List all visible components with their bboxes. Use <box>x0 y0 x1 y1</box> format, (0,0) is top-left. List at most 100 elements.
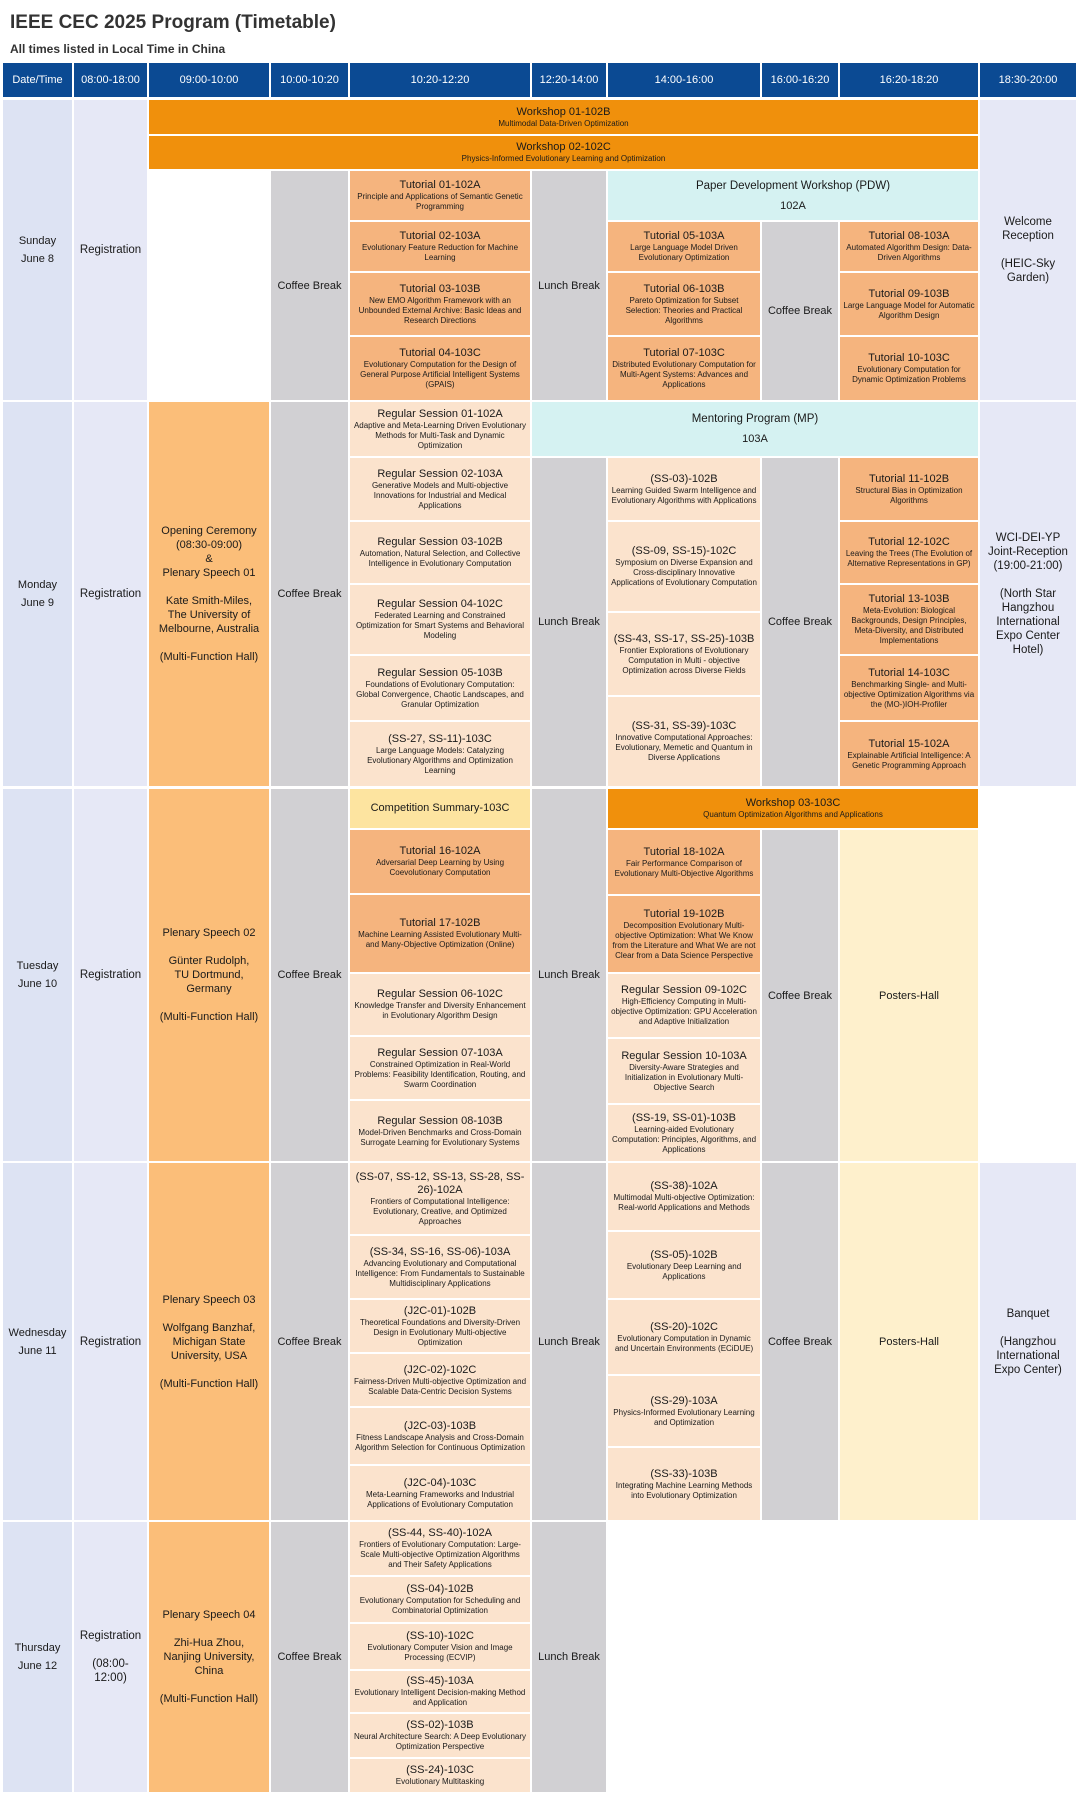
column-header: 12:20-14:00 <box>532 63 606 97</box>
lunch-break: Lunch Break <box>532 1163 606 1520</box>
lunch-break: Lunch Break <box>532 789 606 1161</box>
column-header: 08:00-18:00 <box>74 63 147 97</box>
session-title: (SS-27, SS-11)-103C <box>388 732 492 745</box>
session-ss02: (SS-02)-103B Neural Architecture Search: … <box>350 1714 530 1757</box>
session-topic: Leaving the Trees (The Evolution of Alte… <box>845 549 973 568</box>
empty-slot <box>149 171 269 400</box>
session-title: Regular Session 07-103A <box>377 1046 503 1059</box>
session-topic: Evolutionary Computation for the Design … <box>360 360 520 389</box>
session-pdw: Paper Development Workshop (PDW) 102A <box>608 171 978 220</box>
session-topic: Integrating Machine Learning Methods int… <box>615 1480 753 1500</box>
session-rs09: Regular Session 09-102C High-Efficiency C… <box>608 974 760 1037</box>
session-topic: Theoretical Foundations and Diversity-Dr… <box>359 1317 521 1347</box>
session-j04: (J2C-04)-103C Meta-Learning Frameworks an… <box>350 1466 530 1520</box>
registration-cell: Registration <box>74 402 147 786</box>
session-title: (J2C-04)-103C <box>403 1476 477 1489</box>
coffee-break: Coffee Break <box>762 222 838 400</box>
day-date: June 10 <box>17 978 58 990</box>
session-topic: Knowledge Transfer and Diversity Enhance… <box>354 1001 526 1020</box>
session-topic: Learning Guided Swarm Intelligence and E… <box>611 485 757 505</box>
session-topic: Frontiers of Computational Intelligence:… <box>370 1196 510 1226</box>
session-title: (SS-45)-103A <box>406 1675 474 1687</box>
session-topic: Adaptive and Meta-Learning Driven Evolut… <box>353 420 527 450</box>
session-topic: Evolutionary Computation for Dynamic Opt… <box>852 365 966 384</box>
session-topic: 102A <box>780 199 806 212</box>
session-topic: Evolutionary Deep Learning and Applicati… <box>626 1261 742 1281</box>
session-topic: Federated Learning and Constrained Optim… <box>355 611 525 640</box>
session-topic: Automated Algorithm Design: Data-Driven … <box>846 243 972 262</box>
day-name: Sunday <box>18 235 57 247</box>
session-title: Tutorial 05-103A <box>643 230 725 242</box>
session-title: (SS-19, SS-01)-103B <box>632 1111 736 1124</box>
session-title: Regular Session 09-102C <box>621 984 747 996</box>
session-topic: Pareto Optimization for Subset Selection… <box>625 295 743 325</box>
session-title: Regular Session 04-102C <box>377 598 503 610</box>
session-topic: Evolutionary Computation for Scheduling … <box>359 1596 521 1615</box>
plenary-cell: Plenary Speech 02 Günter Rudolph, TU Dor… <box>149 789 269 1161</box>
day-name: Tuesday <box>16 960 59 972</box>
session-title: Tutorial 18-102A <box>643 845 725 858</box>
session-title: (SS-34, SS-16, SS-06)-103A <box>369 1245 511 1258</box>
session-title: (SS-04)-102B <box>406 1583 474 1595</box>
session-topic: High-Efficiency Computing in Multi-objec… <box>611 997 757 1026</box>
session-topic: Meta-Evolution: Biological Backgrounds, … <box>851 606 967 645</box>
session-rs06: Regular Session 06-102C Knowledge Transfe… <box>350 974 530 1035</box>
session-ss10: (SS-10)-102C Evolutionary Computer Vision… <box>350 1624 530 1669</box>
session-rs02: Regular Session 02-103A Generative Models… <box>350 458 530 520</box>
session-topic: 103A <box>742 433 768 445</box>
session-title: (SS-09, SS-15)-102C <box>631 545 737 557</box>
session-ss29: (SS-29)-103A Physics-Informed Evolutionar… <box>608 1376 760 1446</box>
session-topic: Principle and Applications of Semantic G… <box>357 192 523 211</box>
coffee-break: Coffee Break <box>271 171 348 400</box>
session-topic: Evolutionary Computer Vision and Image P… <box>367 1643 513 1662</box>
column-header: 16:20-18:20 <box>840 63 978 97</box>
session-topic: Frontiers of Evolutionary Computation: L… <box>359 1540 521 1569</box>
session-title: (SS-05)-102B <box>650 1248 718 1261</box>
session-j01: (J2C-01)-102B Theoretical Foundations and… <box>350 1300 530 1352</box>
session-title: (SS-10)-102C <box>406 1630 474 1642</box>
session-topic: Model-Driven Benchmarks and Cross-Domain… <box>358 1127 522 1147</box>
day-name: Wednesday <box>8 1326 67 1339</box>
session-title: Tutorial 09-103B <box>868 287 950 300</box>
column-header: 10:20-12:20 <box>350 63 530 97</box>
session-ss34: (SS-34, SS-16, SS-06)-103A Advancing Evol… <box>350 1236 530 1298</box>
session-title: Regular Session 02-103A <box>377 467 503 480</box>
session-t09: Tutorial 09-103B Large Language Model for… <box>840 273 978 335</box>
session-ss43: (SS-43, SS-17, SS-25)-103B Frontier Explo… <box>608 613 760 695</box>
session-ss38: (SS-38)-102A Multimodal Multi-objective O… <box>608 1163 760 1230</box>
session-title: (SS-20)-102C <box>650 1320 718 1333</box>
session-title: Tutorial 15-102A <box>868 737 950 750</box>
session-topic: Distributed Evolutionary Computation for… <box>612 360 756 389</box>
session-rs08: Regular Session 08-103B Model-Driven Benc… <box>350 1101 530 1161</box>
session-t05: Tutorial 05-103A Large Language Model Dri… <box>608 222 760 271</box>
session-title: Regular Session 06-102C <box>377 988 503 1000</box>
session-j02: (J2C-02)-102C Fairness-Driven Multi-objec… <box>350 1354 530 1406</box>
day-label: Sunday June 8 <box>3 100 72 400</box>
session-topic: Machine Learning Assisted Evolutionary M… <box>358 930 522 949</box>
session-title: Workshop 02-102C <box>516 141 611 153</box>
session-topic: Fairness-Driven Multi-objective Optimiza… <box>353 1376 527 1396</box>
session-title: Tutorial 03-103B <box>399 282 481 295</box>
session-topic: New EMO Algorithm Framework with an Unbo… <box>358 295 522 325</box>
day-date: June 12 <box>17 1660 58 1672</box>
session-topic: Frontier Explorations of Evolutionary Co… <box>619 645 749 675</box>
session-rs04: Regular Session 04-102C Federated Learnin… <box>350 585 530 654</box>
coffee-break: Coffee Break <box>271 1163 348 1520</box>
session-ss19: (SS-19, SS-01)-103B Learning-aided Evolut… <box>608 1105 760 1161</box>
session-t15: Tutorial 15-102A Explainable Artificial I… <box>840 722 978 786</box>
session-title: Tutorial 14-103C <box>868 666 950 679</box>
session-ss27: (SS-27, SS-11)-103C Large Language Models… <box>350 722 530 786</box>
session-title: Regular Session 08-103B <box>377 1114 503 1127</box>
session-topic: Explainable Artificial Intelligence: A G… <box>847 750 971 770</box>
session-rs07: Regular Session 07-103A Constrained Optim… <box>350 1037 530 1099</box>
lunch-break: Lunch Break <box>532 1522 606 1792</box>
session-topic: Multimodal Multi-objective Optimization:… <box>613 1193 755 1212</box>
evening-event: Welcome Reception (HEIC-Sky Garden) <box>980 100 1076 400</box>
coffee-break: Coffee Break <box>271 1522 348 1792</box>
session-topic: Innovative Computational Approaches: Evo… <box>615 733 753 762</box>
session-title: Competition Summary-103C <box>370 802 510 814</box>
plenary-cell: Opening Ceremony (08:30-09:00) & Plenary… <box>149 402 269 786</box>
session-title: (SS-38)-102A <box>650 1180 718 1192</box>
session-j03: (J2C-03)-103B Fitness Landscape Analysis … <box>350 1408 530 1464</box>
session-ss05: (SS-05)-102B Evolutionary Deep Learning a… <box>608 1232 760 1298</box>
